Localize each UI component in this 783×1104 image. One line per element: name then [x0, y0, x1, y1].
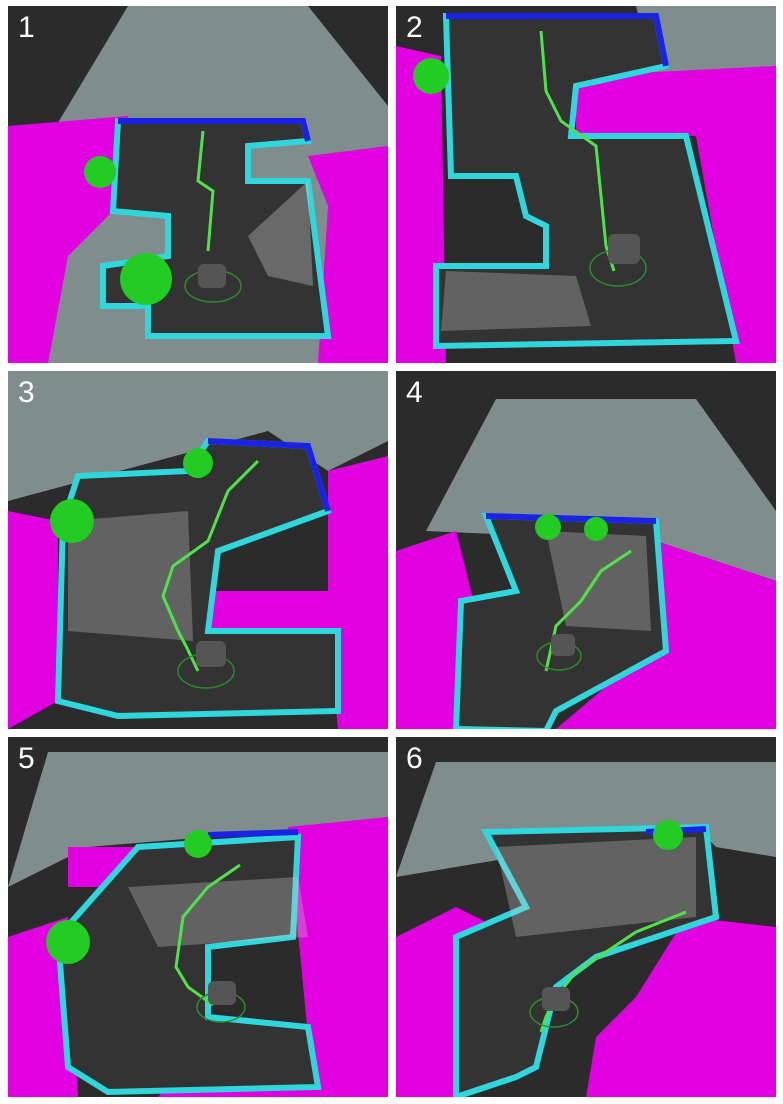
map-view-3	[8, 371, 388, 729]
panel-4: 4	[396, 371, 776, 729]
panel-number: 6	[406, 742, 423, 775]
obstacle-inflation	[586, 917, 776, 1097]
obstacle-inflation	[328, 456, 388, 729]
planned-path	[539, 30, 616, 272]
pointcloud	[496, 837, 696, 937]
wall-blue	[207, 829, 299, 838]
goal-sphere	[46, 920, 90, 964]
panel-2: 2	[396, 6, 776, 363]
goal-sphere	[184, 830, 212, 858]
unknown-area	[426, 399, 776, 581]
obstacle-inflation	[8, 511, 58, 729]
goal-sphere	[413, 58, 449, 94]
pointcloud	[441, 271, 591, 331]
goal-sphere	[584, 517, 608, 541]
wall-blue	[207, 438, 331, 512]
goal-sphere	[120, 253, 172, 305]
panel-6: 6	[396, 737, 776, 1097]
robot	[196, 641, 226, 667]
robot	[198, 264, 226, 288]
goal-sphere	[84, 156, 116, 188]
pointcloud	[68, 511, 193, 641]
panel-number: 2	[406, 11, 423, 44]
pointcloud	[128, 877, 308, 947]
goal-sphere	[653, 820, 683, 850]
panel-1: 1	[8, 6, 388, 363]
goal-sphere	[183, 448, 213, 478]
map-view-1	[8, 6, 388, 363]
free-space	[433, 13, 740, 350]
planned-path	[539, 910, 687, 1033]
planned-path	[196, 130, 215, 252]
map-view-6	[396, 762, 776, 1097]
map-view-2	[396, 6, 776, 363]
robot	[208, 981, 236, 1005]
obstacle-inflation	[158, 817, 388, 1097]
panel-number: 3	[18, 376, 35, 409]
map-view-4	[396, 399, 776, 729]
wall-blue	[118, 118, 311, 142]
panel-number: 4	[406, 376, 423, 409]
map-view-5	[8, 752, 388, 1097]
planned-path	[174, 863, 241, 1007]
robot	[608, 234, 640, 264]
wall-blue	[446, 13, 669, 67]
pointcloud	[248, 181, 313, 286]
panel-5: 5	[8, 737, 388, 1097]
free-space	[453, 823, 720, 1097]
unknown-area	[8, 752, 388, 887]
unknown-area	[396, 762, 776, 877]
unknown-area	[8, 371, 388, 501]
goal-sphere	[50, 499, 94, 543]
panel-3: 3	[8, 371, 388, 729]
unknown-area	[636, 6, 776, 86]
obstacle-inflation	[308, 146, 388, 363]
planned-path	[161, 459, 260, 672]
free-space	[54, 833, 322, 1096]
goal-sphere	[535, 514, 561, 540]
panel-number: 5	[18, 742, 35, 775]
robot	[551, 634, 575, 656]
robot	[542, 987, 570, 1011]
wall-blue	[485, 513, 657, 524]
obstacle-inflation	[208, 591, 338, 631]
panel-number: 1	[18, 11, 35, 44]
